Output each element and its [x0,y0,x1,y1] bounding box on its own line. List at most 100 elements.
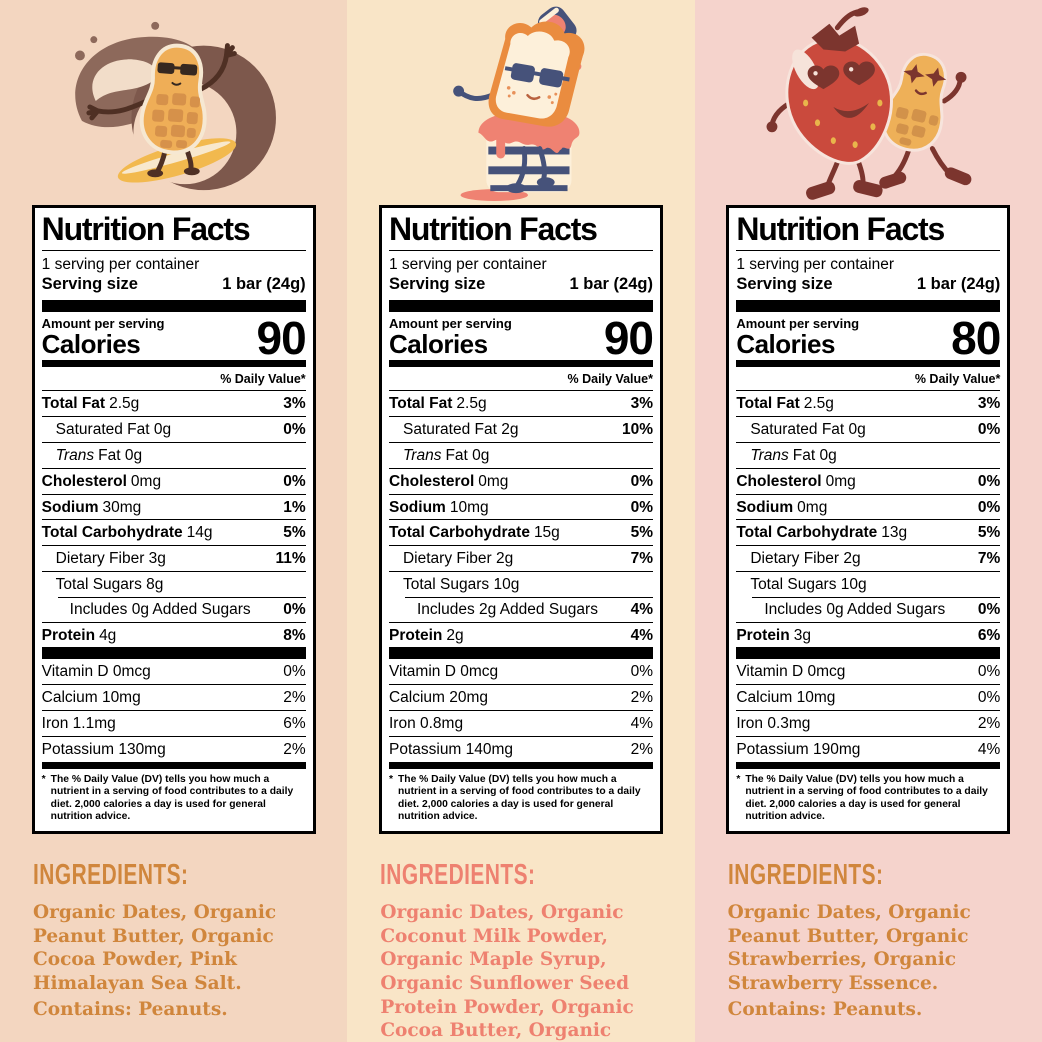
toast-jam-illustration [453,6,585,201]
vitamin-row: Calcium 10mg 2% [41,684,306,710]
nutrient-row: Protein 4g 8% [41,621,306,648]
nutrient-row: Total Sugars 10g [736,570,1001,597]
servings-per-container: 1 serving per container [41,255,200,273]
ingredients-text: Organic Dates, Organic Peanut Butter, Or… [727,901,971,994]
nutrient-row: Total Carbohydrate 14g 5% [41,519,306,545]
daily-value-header: % Daily Value* [914,372,1001,387]
vitamin-row: Calcium 10mg 0% [736,684,1001,710]
vitamin-row: Iron 0.8mg 4% [388,710,653,736]
serving-size-label: Serving size [41,274,138,293]
nutrient-row: Total Sugars 10g [388,570,653,597]
nutrition-facts-title: Nutrition Facts [388,212,653,251]
ingredients-contains: Contains: Peanuts. [727,998,923,1020]
nutrient-row: Sodium 10mg 0% [388,493,653,520]
nutrient-row: Cholesterol 0mg 0% [388,467,653,494]
ingredients-section: INGREDIENTS: Organic Dates, Organic Pean… [0,858,347,1021]
nutrient-row: Saturated Fat 0g 0% [41,416,306,442]
nutrient-row: Total Sugars 8g [41,570,306,597]
serving-size-row: Serving size 1 bar (24g) [42,274,306,300]
nutrient-row: Dietary Fiber 2g 7% [388,545,653,571]
separator-bar [41,647,306,660]
nutrition-facts-label: Nutrition Facts 1 serving per container … [31,205,316,834]
nutrient-row: Sodium 30mg 1% [41,493,306,520]
illustration-area [347,0,694,205]
separator-bar [41,761,306,769]
product-column-chocolate: Nutrition Facts 1 serving per container … [0,0,348,1042]
nutrient-row: Total Carbohydrate 15g 5% [388,519,653,545]
calories-label: Calories [388,328,488,359]
nutrient-row: Total Fat 2.5g 3% [736,390,1001,416]
strawberry-peanut-illustration [766,6,972,200]
nutrient-row: Includes 0g Added Sugars 0% [42,596,306,622]
serving-size-row: Serving size 1 bar (24g) [736,274,1000,300]
separator-bar [736,299,1001,312]
vitamin-row: Vitamin D 0mcg 0% [388,663,653,681]
vitamin-row: Iron 0.3mg 2% [736,710,1001,736]
vitamin-row: Vitamin D 0mcg 0% [41,663,306,681]
ingredients-heading: INGREDIENTS: [727,858,884,891]
vitamin-row: Potassium 130mg 2% [41,735,306,762]
nutrient-row: Saturated Fat 0g 0% [736,416,1001,442]
nutrient-row: Protein 3g 6% [736,621,1001,648]
footnote: * The % Daily Value (DV) tells you how m… [388,773,641,823]
nutrient-row: Cholesterol 0mg 0% [41,467,306,494]
ingredients-heading: INGREDIENTS: [380,858,536,891]
serving-size-label: Serving size [388,274,486,293]
vitamin-row: Potassium 190mg 4% [736,735,1001,762]
nutrient-row: Sodium 0mg 0% [736,493,1001,520]
illustration-area [695,0,1042,205]
servings-per-container: 1 serving per container [388,255,547,273]
separator-bar [388,360,653,368]
daily-value-header: % Daily Value* [220,372,306,387]
nutrient-row: Includes 0g Added Sugars 0% [736,596,1001,622]
nutrition-facts-label: Nutrition Facts 1 serving per container … [726,205,1011,834]
product-column-strawberry: Nutrition Facts 1 serving per container … [694,0,1042,1042]
nutrient-row: Dietary Fiber 2g 7% [736,545,1001,571]
separator-bar [388,761,653,769]
serving-size-row: Serving size 1 bar (24g) [389,274,653,300]
nutrition-facts-title: Nutrition Facts [736,212,1001,251]
calories-row: Amount per serving Calories 90 [41,312,307,365]
nutrient-row: Trans Fat 0g [41,441,306,468]
servings-per-container: 1 serving per container [736,255,894,273]
amount-per-serving-label: Amount per serving [41,315,165,331]
product-column-coconut: Nutrition Facts 1 serving per container … [347,0,695,1042]
calories-value: 90 [256,312,306,365]
nutrient-row: Trans Fat 0g [388,441,653,468]
nutrient-row: Trans Fat 0g [736,441,1001,468]
ingredients-heading: INGREDIENTS: [33,858,189,891]
serving-size-value: 1 bar (24g) [569,274,653,293]
amount-per-serving-label: Amount per serving [388,315,512,331]
nutrient-row: Total Fat 2.5g 3% [41,390,306,416]
ingredients-text: Organic Dates, Organic Coconut Milk Powd… [380,901,634,1042]
ingredients-text: Organic Dates, Organic Peanut Butter, Or… [33,901,277,994]
serving-size-value: 1 bar (24g) [222,274,306,293]
nutrition-facts-label: Nutrition Facts 1 serving per container … [378,205,663,834]
amount-per-serving-label: Amount per serving [736,315,860,331]
ingredients-section: INGREDIENTS: Organic Dates, Organic Pean… [695,858,1042,1021]
separator-bar [41,299,306,312]
nutrient-row: Total Fat 2.5g 3% [388,390,653,416]
calories-row: Amount per serving Calories 80 [736,312,1001,365]
calories-row: Amount per serving Calories 90 [388,312,654,365]
separator-bar [388,647,653,660]
calories-value: 90 [603,312,654,365]
daily-value-header: % Daily Value* [567,372,653,387]
calories-value: 80 [951,312,1001,365]
ingredients-section: INGREDIENTS: Organic Dates, Organic Coco… [347,858,694,1042]
nutrient-row: Includes 2g Added Sugars 4% [389,596,653,622]
separator-bar [736,761,1001,769]
peanut-surfing-illustration [74,21,276,190]
footnote: * The % Daily Value (DV) tells you how m… [736,773,988,823]
ingredients-contains: Contains: Peanuts. [33,998,228,1020]
separator-bar [388,299,653,312]
nutrient-row: Protein 2g 4% [388,621,653,648]
vitamin-row: Iron 1.1mg 6% [41,710,306,736]
illustration-area [0,0,347,205]
serving-size-label: Serving size [736,274,833,293]
separator-bar [736,360,1001,368]
vitamin-row: Vitamin D 0mcg 0% [736,663,1001,681]
calories-label: Calories [41,328,141,359]
nutrient-row: Total Carbohydrate 13g 5% [736,519,1001,545]
nutrient-row: Dietary Fiber 3g 11% [41,545,306,571]
